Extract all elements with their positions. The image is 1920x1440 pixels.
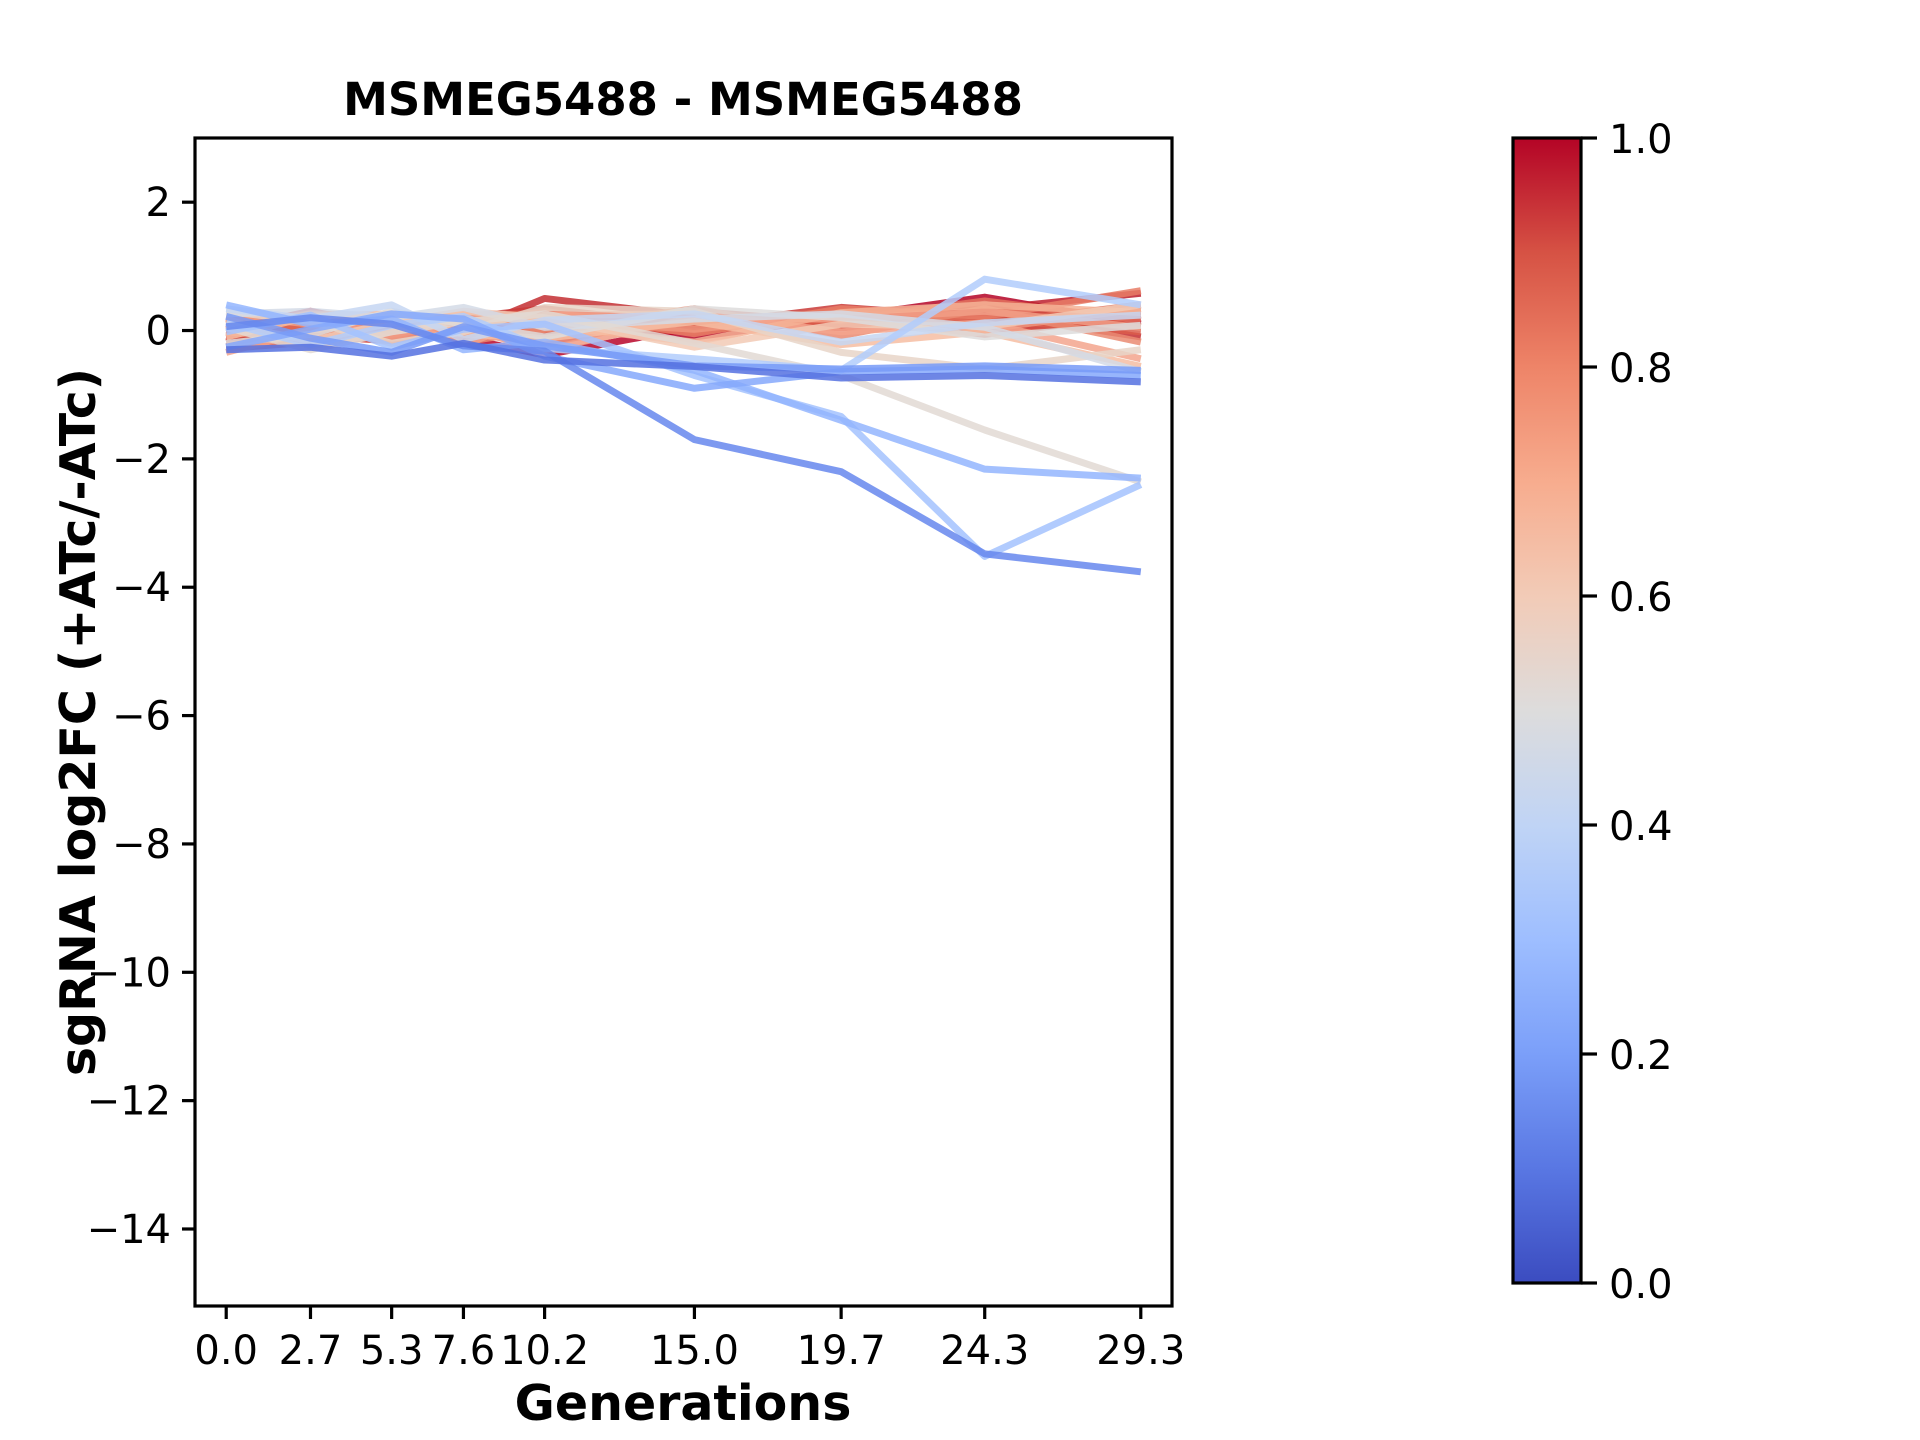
y-axis-title: sgRNA log2FC (+ATc/-ATc) <box>50 368 107 1076</box>
colorbar: 0.0 0.2 0.4 0.6 0.8 1.0 <box>1511 117 1673 1308</box>
chart-title: MSMEG5488 - MSMEG5488 <box>343 73 1023 126</box>
x-tick-label: 2.7 <box>279 1328 343 1374</box>
x-tick-label: 5.3 <box>360 1328 424 1374</box>
y-tick-label: −8 <box>112 822 171 868</box>
x-tick-label: 0.0 <box>194 1328 258 1374</box>
series-line <box>225 313 1141 374</box>
series-line <box>226 339 1141 386</box>
y-tick-label: 0 <box>146 309 171 355</box>
series-line <box>225 314 1142 576</box>
y-tick-label: 2 <box>146 180 171 226</box>
series-lines-group <box>225 275 1143 576</box>
x-tick-label: 15.0 <box>650 1328 739 1374</box>
y-tick-label: −12 <box>87 1079 171 1125</box>
colorbar-tick-label: 0.2 <box>1609 1033 1673 1079</box>
x-axis-ticks: 0.0 2.7 5.3 7.6 10.2 15.0 19.7 24.3 29.3 <box>194 1306 1185 1374</box>
axes-frame <box>193 136 1174 1308</box>
colorbar-tick-label: 0.0 <box>1609 1262 1673 1308</box>
colorbar-tick-label: 0.4 <box>1609 804 1673 850</box>
colorbar-tick-label: 0.8 <box>1609 346 1673 392</box>
y-tick-label: −4 <box>112 565 171 611</box>
y-tick-label: −10 <box>87 950 171 996</box>
colorbar-tick-label: 0.6 <box>1609 575 1673 621</box>
y-tick-label: −2 <box>112 437 171 483</box>
x-tick-label: 29.3 <box>1096 1328 1185 1374</box>
x-tick-label: 24.3 <box>940 1328 1029 1374</box>
x-tick-label: 7.6 <box>432 1328 496 1374</box>
colorbar-ticks: 0.0 0.2 0.4 0.6 0.8 1.0 <box>1581 117 1673 1308</box>
colorbar-tick-label: 1.0 <box>1609 117 1673 163</box>
y-axis-ticks: 2 0 −2 −4 −6 −8 −10 −12 −14 <box>87 180 195 1253</box>
colorbar-gradient <box>1513 138 1581 1283</box>
x-tick-label: 19.7 <box>797 1328 886 1374</box>
x-tick-label: 10.2 <box>500 1328 589 1374</box>
y-tick-label: −6 <box>112 694 171 740</box>
x-axis-title: Generations <box>515 1375 852 1432</box>
y-tick-label: −14 <box>87 1207 171 1253</box>
series-line <box>225 301 1141 346</box>
colorbar-frame <box>1511 136 1583 1285</box>
